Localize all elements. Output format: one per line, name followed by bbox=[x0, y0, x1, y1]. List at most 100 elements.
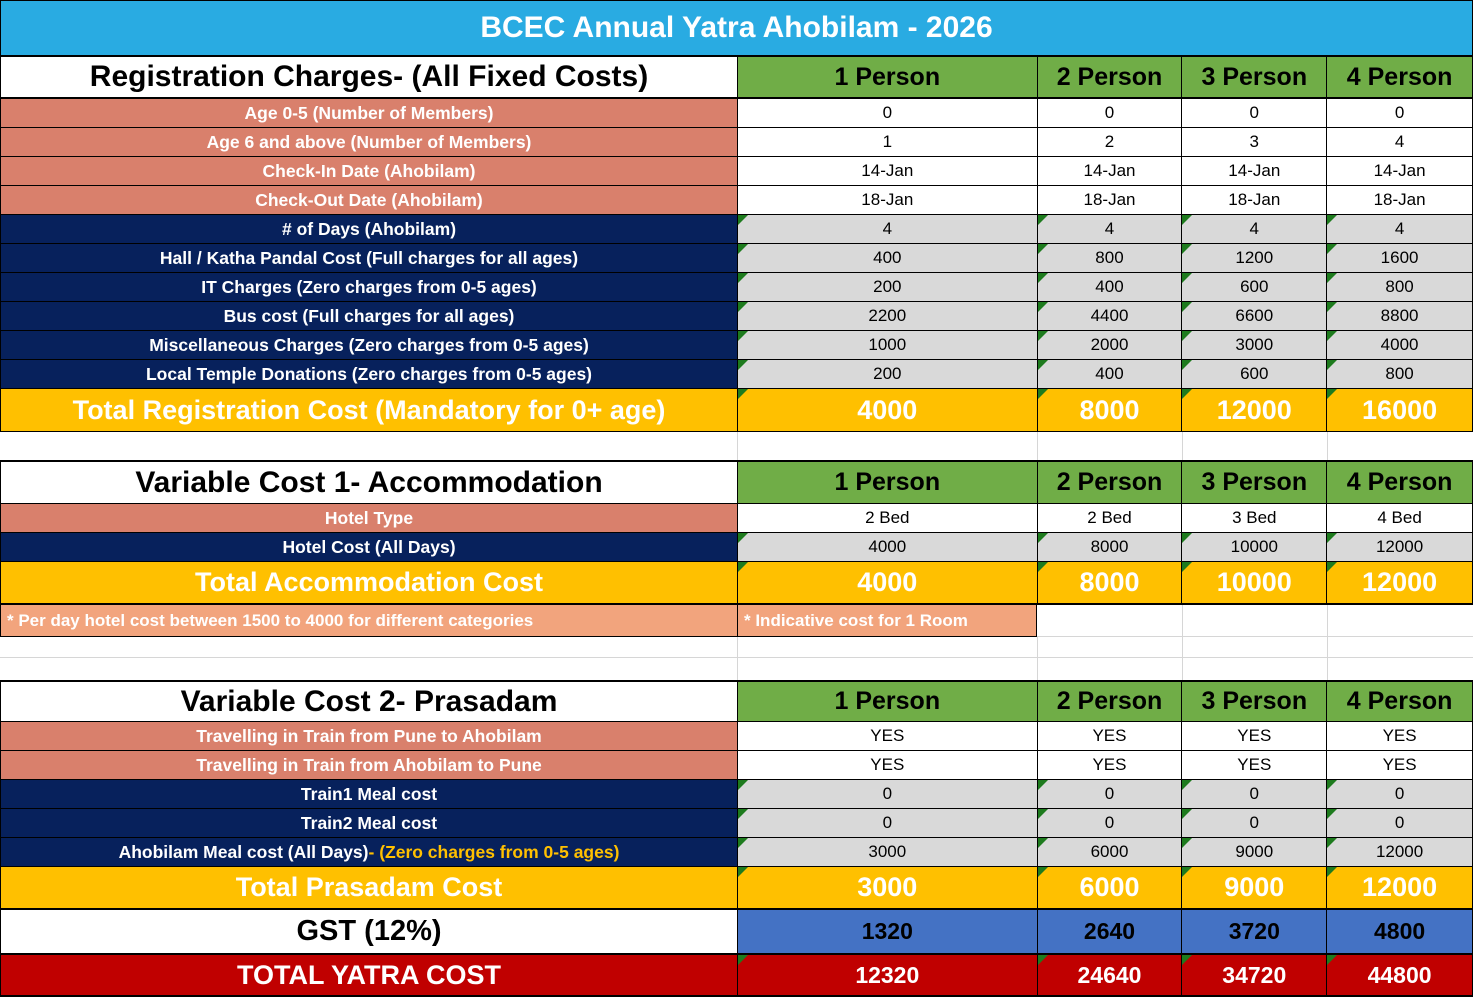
cell-value[interactable]: 0 bbox=[737, 99, 1037, 127]
cell-value[interactable]: YES bbox=[737, 722, 1037, 750]
column-header-2-person[interactable]: 2 Person bbox=[1036, 57, 1182, 97]
cell-value[interactable]: 200 bbox=[737, 360, 1037, 388]
cell-value[interactable]: 4 bbox=[1181, 215, 1327, 243]
cell-value[interactable]: 12000 bbox=[1326, 838, 1472, 866]
total-value[interactable]: 3000 bbox=[737, 867, 1037, 908]
total-value[interactable]: 16000 bbox=[1326, 389, 1472, 431]
cell-value[interactable]: 9000 bbox=[1181, 838, 1327, 866]
cell-value[interactable]: 1200 bbox=[1181, 244, 1327, 272]
cell-value[interactable]: 400 bbox=[1036, 273, 1182, 301]
cell-value[interactable]: 800 bbox=[1326, 273, 1472, 301]
gst-value[interactable]: 2640 bbox=[1036, 910, 1182, 953]
cell-value[interactable]: 1000 bbox=[737, 331, 1037, 359]
gst-value[interactable]: 3720 bbox=[1181, 910, 1327, 953]
cell-value[interactable]: 0 bbox=[1326, 99, 1472, 127]
grand-total-value[interactable]: 44800 bbox=[1326, 955, 1472, 995]
cell-value[interactable]: 1600 bbox=[1326, 244, 1472, 272]
cell-value[interactable]: 3000 bbox=[737, 838, 1037, 866]
cell-value[interactable]: 2 bbox=[1036, 128, 1182, 156]
cell-value[interactable]: 0 bbox=[1181, 99, 1327, 127]
column-header-4-person[interactable]: 4 Person bbox=[1326, 462, 1472, 503]
total-value[interactable]: 12000 bbox=[1181, 389, 1327, 431]
cell-value[interactable]: 4400 bbox=[1036, 302, 1182, 330]
cell-value[interactable]: 4 bbox=[1326, 128, 1472, 156]
cell-value[interactable]: 14-Jan bbox=[737, 157, 1037, 185]
total-value[interactable]: 8000 bbox=[1036, 389, 1182, 431]
cell-value[interactable]: YES bbox=[1036, 751, 1182, 779]
column-header-3-person[interactable]: 3 Person bbox=[1181, 57, 1327, 97]
cell-value[interactable]: 600 bbox=[1181, 360, 1327, 388]
cell-value[interactable]: 18-Jan bbox=[1181, 186, 1327, 214]
cell-value[interactable]: 400 bbox=[1036, 360, 1182, 388]
column-header-1-person[interactable]: 1 Person bbox=[737, 682, 1037, 721]
cell-value[interactable]: 0 bbox=[1181, 780, 1327, 808]
cell-value[interactable]: 0 bbox=[737, 780, 1037, 808]
total-value[interactable]: 12000 bbox=[1326, 562, 1472, 603]
cell-value[interactable]: 18-Jan bbox=[1036, 186, 1182, 214]
cell-value[interactable]: 0 bbox=[1326, 780, 1472, 808]
column-header-3-person[interactable]: 3 Person bbox=[1181, 462, 1327, 503]
cell-value[interactable]: YES bbox=[1181, 751, 1327, 779]
cell-value[interactable]: 4 Bed bbox=[1326, 504, 1472, 532]
cell-value[interactable]: 8000 bbox=[1036, 533, 1182, 561]
cell-value[interactable]: 400 bbox=[737, 244, 1037, 272]
column-header-3-person[interactable]: 3 Person bbox=[1181, 682, 1327, 721]
cell-value[interactable]: 6600 bbox=[1181, 302, 1327, 330]
cell-value[interactable]: 4000 bbox=[737, 533, 1037, 561]
cell-value[interactable]: 14-Jan bbox=[1036, 157, 1182, 185]
cell-value[interactable]: 8800 bbox=[1326, 302, 1472, 330]
cell-value[interactable]: 0 bbox=[1326, 809, 1472, 837]
cell-value[interactable]: 2 Bed bbox=[1036, 504, 1182, 532]
cell-value[interactable]: 4 bbox=[1326, 215, 1472, 243]
cell-value[interactable]: 4000 bbox=[1326, 331, 1472, 359]
cell-value[interactable]: 3000 bbox=[1181, 331, 1327, 359]
column-header-1-person[interactable]: 1 Person bbox=[737, 57, 1037, 97]
total-value[interactable]: 6000 bbox=[1036, 867, 1182, 908]
cell-value[interactable]: 200 bbox=[737, 273, 1037, 301]
column-header-2-person[interactable]: 2 Person bbox=[1036, 682, 1182, 721]
cell-value[interactable]: 4 bbox=[737, 215, 1037, 243]
cell-value[interactable]: 800 bbox=[1326, 360, 1472, 388]
cell-value[interactable]: 0 bbox=[1036, 780, 1182, 808]
cell-value[interactable]: 0 bbox=[1036, 809, 1182, 837]
total-value[interactable]: 9000 bbox=[1181, 867, 1327, 908]
cell-value[interactable]: 2 Bed bbox=[737, 504, 1037, 532]
column-header-4-person[interactable]: 4 Person bbox=[1326, 682, 1472, 721]
cell-value[interactable]: 0 bbox=[737, 809, 1037, 837]
cell-value[interactable]: 600 bbox=[1181, 273, 1327, 301]
cell-value[interactable]: 10000 bbox=[1181, 533, 1327, 561]
column-header-1-person[interactable]: 1 Person bbox=[737, 462, 1037, 503]
cell-value[interactable]: 4 bbox=[1036, 215, 1182, 243]
cell-value[interactable]: 3 bbox=[1181, 128, 1327, 156]
cell-value[interactable]: 2200 bbox=[737, 302, 1037, 330]
grand-total-value[interactable]: 24640 bbox=[1036, 955, 1182, 995]
cell-value[interactable]: 3 Bed bbox=[1181, 504, 1327, 532]
gst-value[interactable]: 1320 bbox=[737, 910, 1037, 953]
cell-value[interactable]: YES bbox=[737, 751, 1037, 779]
cell-value[interactable]: 12000 bbox=[1326, 533, 1472, 561]
total-value[interactable]: 4000 bbox=[737, 562, 1037, 603]
cell-value[interactable]: 14-Jan bbox=[1326, 157, 1472, 185]
gst-value[interactable]: 4800 bbox=[1326, 910, 1472, 953]
total-value[interactable]: 10000 bbox=[1181, 562, 1327, 603]
cell-value[interactable]: 2000 bbox=[1036, 331, 1182, 359]
cell-value[interactable]: 1 bbox=[737, 128, 1037, 156]
cell-value[interactable]: 18-Jan bbox=[1326, 186, 1472, 214]
column-header-4-person[interactable]: 4 Person bbox=[1326, 57, 1472, 97]
total-value[interactable]: 12000 bbox=[1326, 867, 1472, 908]
cell-value[interactable]: 0 bbox=[1036, 99, 1182, 127]
cell-value[interactable]: YES bbox=[1181, 722, 1327, 750]
cell-value[interactable]: 14-Jan bbox=[1181, 157, 1327, 185]
column-header-2-person[interactable]: 2 Person bbox=[1036, 462, 1182, 503]
cell-value[interactable]: 800 bbox=[1036, 244, 1182, 272]
cell-value[interactable]: YES bbox=[1036, 722, 1182, 750]
cell-value[interactable]: 0 bbox=[1181, 809, 1327, 837]
cell-value[interactable]: 6000 bbox=[1036, 838, 1182, 866]
cell-value[interactable]: YES bbox=[1326, 722, 1472, 750]
cell-value[interactable]: YES bbox=[1326, 751, 1472, 779]
grand-total-value[interactable]: 12320 bbox=[737, 955, 1037, 995]
total-value[interactable]: 4000 bbox=[737, 389, 1037, 431]
cell-value[interactable]: 18-Jan bbox=[737, 186, 1037, 214]
grand-total-value[interactable]: 34720 bbox=[1181, 955, 1327, 995]
total-value[interactable]: 8000 bbox=[1036, 562, 1182, 603]
